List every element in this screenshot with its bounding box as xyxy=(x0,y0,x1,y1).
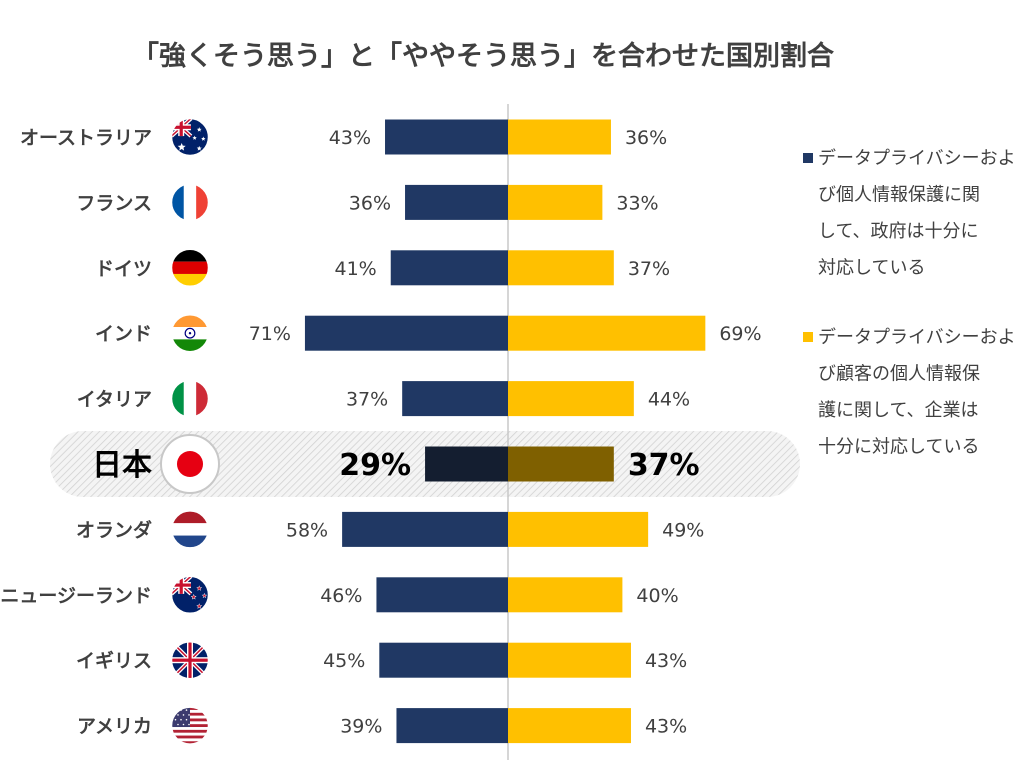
data-label-government: 43% xyxy=(329,127,371,149)
chart-legend: データプライバシーおよび個人情報保護に関して、政府は十分に対応しているデータプラ… xyxy=(803,148,1016,458)
legend-label-line: び顧客の個人情報保 xyxy=(818,364,980,385)
category-label: オランダ xyxy=(76,518,152,541)
data-label-government: 58% xyxy=(286,519,328,541)
data-label-government: 29% xyxy=(339,448,411,483)
bar-company xyxy=(508,577,623,613)
bar-company xyxy=(508,642,631,678)
bar-company xyxy=(508,119,611,155)
legend-label-line: 対応している xyxy=(818,258,925,279)
india-flag-icon xyxy=(170,313,210,353)
category-label: ドイツ xyxy=(95,258,152,280)
data-label-company: 49% xyxy=(662,519,704,541)
data-label-company: 40% xyxy=(636,585,678,607)
japan-flag-icon xyxy=(160,434,220,494)
data-label-government: 41% xyxy=(335,258,377,280)
new-zealand-flag-icon xyxy=(170,575,210,615)
usa-flag-icon xyxy=(170,706,210,745)
chart-row: ニュージーランド 46% 40% xyxy=(0,575,679,615)
data-label-government: 71% xyxy=(249,323,291,345)
italy-flag-icon xyxy=(170,379,210,418)
data-label-company: 43% xyxy=(645,650,687,672)
chart-row: イギリス 45% 43% xyxy=(76,640,687,680)
category-label: フランス xyxy=(76,192,152,214)
category-label: イタリア xyxy=(77,389,152,411)
bar-government xyxy=(304,315,508,351)
bar-company xyxy=(508,511,649,547)
legend-label-line: して、政府は十分に xyxy=(818,221,979,242)
bar-government xyxy=(376,577,508,613)
chart-row: オランダ 58% 49% xyxy=(76,510,704,549)
chart-title: 「強くそう思う」と「ややそう思う」を合わせた国別割合 xyxy=(132,40,834,72)
chart-row: フランス 36% 33% xyxy=(76,183,659,222)
uk-flag-icon xyxy=(170,640,210,680)
chart-row: オーストラリア 43% 36% xyxy=(20,117,667,157)
data-label-company: 37% xyxy=(628,258,670,280)
chart-row: イタリア 37% 44% xyxy=(77,379,690,418)
chart-row: 日本 29% 37% xyxy=(92,434,700,494)
category-label: イギリス xyxy=(76,650,152,672)
france-flag-icon xyxy=(170,183,210,222)
data-label-company: 43% xyxy=(645,716,687,738)
data-label-company: 44% xyxy=(648,389,690,411)
bar-company xyxy=(508,446,614,482)
bar-government xyxy=(385,119,508,155)
data-label-company: 33% xyxy=(616,192,658,214)
data-label-government: 46% xyxy=(320,585,362,607)
chart-row: ドイツ 41% 37% xyxy=(95,248,670,288)
data-label-government: 37% xyxy=(346,389,388,411)
germany-flag-icon xyxy=(170,248,210,288)
legend-label-line: 十分に対応している xyxy=(818,437,979,458)
australia-flag-icon xyxy=(170,117,210,157)
category-label: ニュージーランド xyxy=(0,585,152,607)
bar-company xyxy=(508,381,634,417)
netherlands-flag-icon xyxy=(170,510,210,549)
category-label: インド xyxy=(95,323,152,345)
bar-government xyxy=(342,511,508,547)
legend-swatch xyxy=(803,153,813,163)
data-label-government: 45% xyxy=(323,650,365,672)
category-label: アメリカ xyxy=(77,716,152,738)
bar-government xyxy=(396,708,508,744)
data-label-government: 36% xyxy=(349,192,391,214)
category-label: オーストラリア xyxy=(20,127,152,149)
data-label-company: 36% xyxy=(625,127,667,149)
bar-government xyxy=(425,446,508,482)
legend-label-line: データプライバシーおよ xyxy=(818,148,1016,169)
data-label-government: 39% xyxy=(340,716,382,738)
chart-row: アメリカ 39% 43% xyxy=(77,706,687,745)
bar-government xyxy=(379,642,508,678)
chart-rows: オーストラリア 43% 36% フランス 36% 33% ドイツ 41% 37% インド 71% 69… xyxy=(0,117,762,745)
data-label-company: 37% xyxy=(628,448,700,483)
bar-company xyxy=(508,250,614,286)
chart-row: インド 71% 69% xyxy=(95,313,762,353)
legend-swatch xyxy=(803,332,813,342)
category-label: 日本 xyxy=(92,448,152,483)
bar-company xyxy=(508,184,603,220)
bar-government xyxy=(405,184,508,220)
legend-label-line: 護に関して、企業は xyxy=(818,400,979,421)
bar-company xyxy=(508,315,706,351)
bar-government xyxy=(390,250,508,286)
bar-government xyxy=(402,381,508,417)
legend-label-line: データプライバシーおよ xyxy=(818,327,1016,348)
legend-label-line: び個人情報保護に関 xyxy=(818,185,980,206)
bar-company xyxy=(508,708,631,744)
data-label-company: 69% xyxy=(719,323,761,345)
